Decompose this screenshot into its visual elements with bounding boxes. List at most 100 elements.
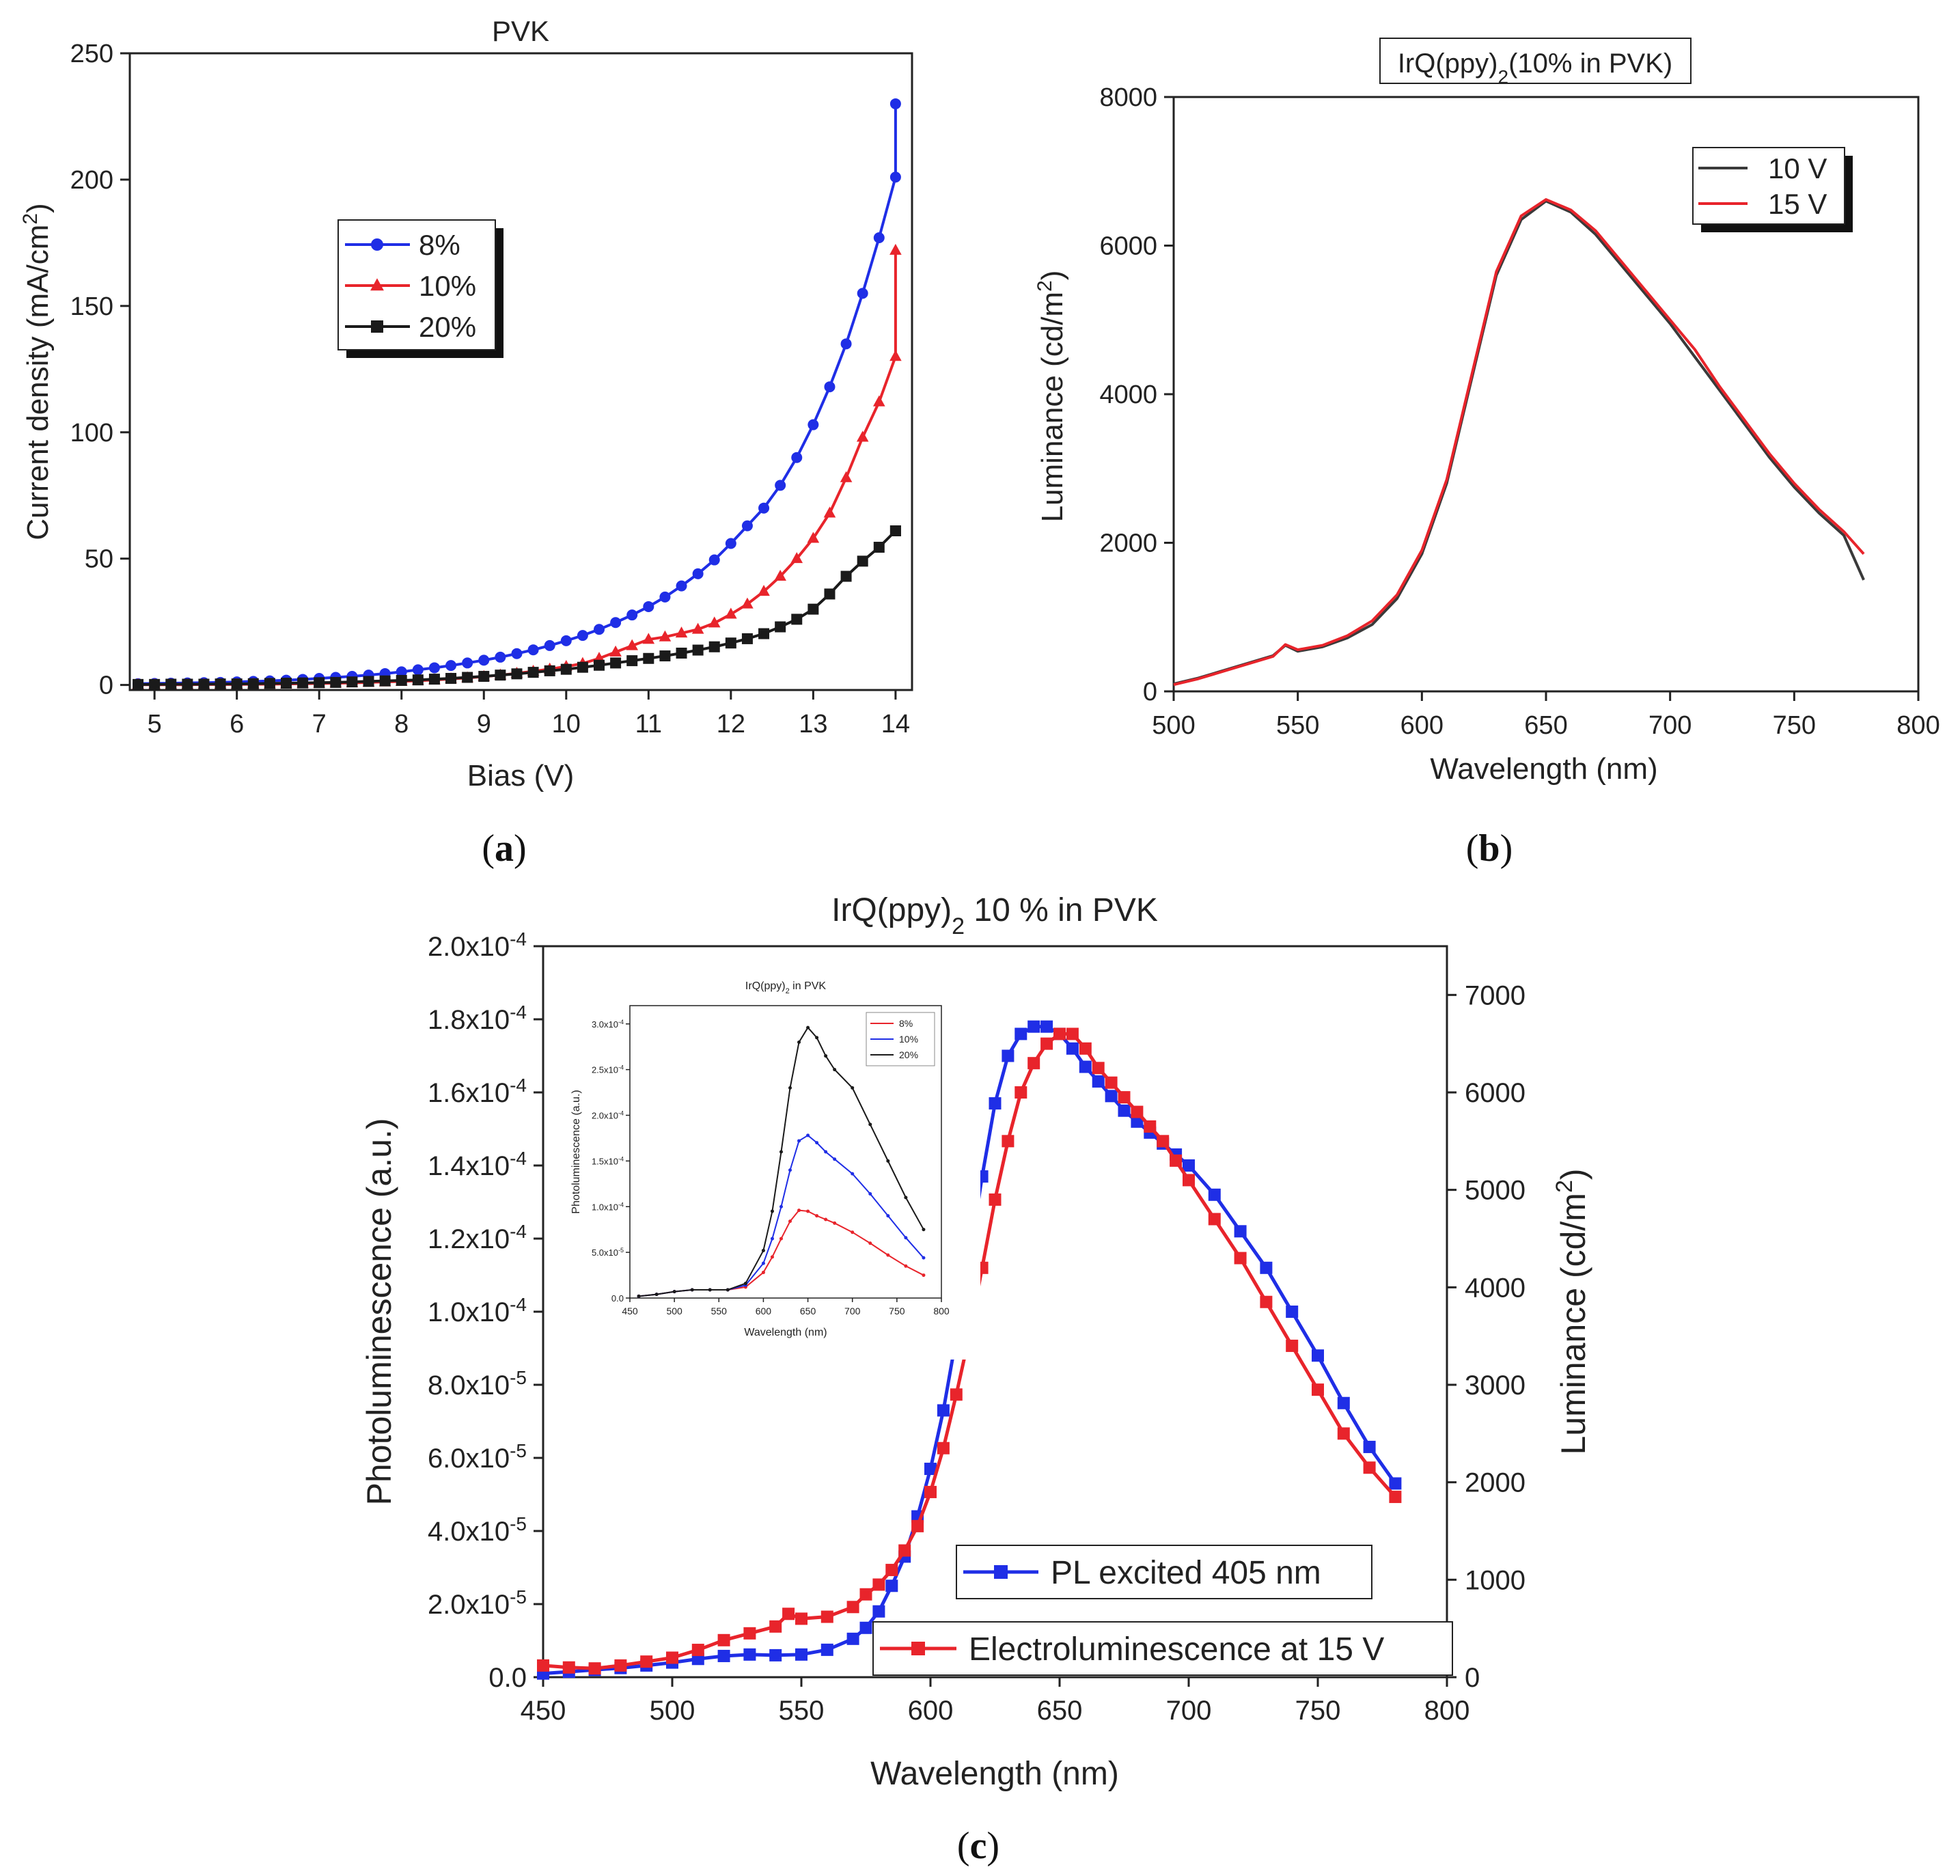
panel-a-point	[790, 552, 803, 564]
panel-b-title-box	[1379, 38, 1692, 84]
panel-c-inset-x-tick-label: 650	[800, 1306, 816, 1316]
panel-c-inset-point	[779, 1150, 783, 1154]
panel-a-point	[873, 542, 885, 553]
panel-c-point	[1092, 1062, 1105, 1075]
panel-a-x-tick-label: 9	[477, 710, 491, 739]
panel-a-point	[198, 678, 210, 690]
panel-c-inset-frame	[629, 1005, 942, 1299]
panel-c-x-tick-label: 700	[1166, 1696, 1212, 1726]
panel-c-inset-y-tick-label: 0.0	[611, 1293, 624, 1303]
panel-a-title: PVK	[492, 15, 549, 47]
panel-c-point	[859, 1621, 872, 1634]
panel-c-y-tick-label: 4.0x10-5	[428, 1513, 527, 1547]
panel-a-point	[594, 624, 605, 635]
panel-b-x-tick-label: 500	[1152, 711, 1195, 740]
panel-c-inset-point	[770, 1209, 774, 1213]
panel-c-inset-x-tick-label: 550	[711, 1306, 728, 1316]
panel-c-inset-legend-label: 8%	[899, 1018, 913, 1029]
panel-a-point	[626, 639, 639, 650]
panel-a-y-tick-label: 0	[99, 672, 113, 700]
panel-c-inset-point	[788, 1168, 792, 1172]
panel-a-point	[346, 676, 358, 688]
panel-b-y-tick-label: 8000	[1099, 83, 1157, 112]
panel-c-point	[989, 1097, 1002, 1110]
panel-a-point	[840, 338, 852, 350]
panel-c-legend-marker-2	[911, 1642, 925, 1655]
panel-c-inset-x-tick-label: 750	[889, 1306, 905, 1316]
panel-b-legend-label: 15 V	[1768, 188, 1827, 220]
panel-a-point	[412, 664, 424, 676]
panel-b-series-line-2	[1173, 198, 1865, 687]
panel-c-inset-point	[833, 1221, 837, 1225]
panel-a-point	[577, 661, 588, 673]
panel-c-x-tick-label: 800	[1424, 1696, 1470, 1726]
panel-c-point	[666, 1651, 678, 1664]
panel-a-point	[412, 674, 424, 686]
panel-a-point	[643, 601, 654, 612]
panel-c-point	[1040, 1020, 1053, 1033]
panel-c-point	[924, 1485, 937, 1498]
panel-a-chart: 5 6 7 8 9 10 11 12 13 14 0 50 100 150 200 250 PVK Bias (V…	[19, 15, 913, 792]
panel-c-inset-x-tick-label: 700	[844, 1306, 861, 1316]
panel-c-inset-point	[886, 1253, 890, 1257]
panel-c-point	[1053, 1027, 1066, 1040]
panel-c-point	[1260, 1295, 1273, 1308]
panel-b-y-axis-label: Luminance (cd/m2)	[1034, 271, 1070, 523]
panel-a-point	[758, 502, 770, 514]
panel-c-y2-tick-label: 7000	[1465, 980, 1526, 1010]
panel-c-inset-x-tick-label: 600	[756, 1306, 772, 1316]
panel-c-legend-label-1: PL excited 405 nm	[1051, 1555, 1321, 1591]
panel-c-point	[717, 1649, 730, 1662]
panel-c-point	[885, 1564, 898, 1577]
panel-b-title: IrQ(ppy)2(10% in PVK)	[1398, 49, 1672, 87]
panel-a-legend-marker	[371, 238, 383, 251]
panel-c-inset-point	[637, 1294, 641, 1298]
panel-a-point	[823, 506, 836, 518]
panel-a-point	[889, 171, 901, 183]
panel-c-point	[1105, 1090, 1118, 1103]
panel-a-series-line-3	[138, 529, 897, 686]
panel-a-point	[692, 644, 704, 656]
panel-a-point	[445, 672, 457, 684]
panel-a-point	[659, 630, 672, 642]
panel-a-point	[856, 430, 869, 442]
panel-a-point	[824, 381, 836, 393]
panel-a-point	[659, 591, 671, 603]
panel-a-y-tick-label: 250	[70, 40, 113, 68]
panel-c-inset-point	[868, 1241, 872, 1245]
panel-c-point	[1260, 1261, 1273, 1274]
panel-c-point	[1092, 1075, 1105, 1088]
panel-a-point	[560, 635, 572, 646]
panel-a-point	[889, 98, 901, 109]
panel-c-point	[795, 1612, 808, 1625]
panel-c-inset-point	[904, 1196, 908, 1200]
panel-a-point	[428, 674, 440, 685]
panel-c-y2-tick-label: 6000	[1465, 1078, 1526, 1108]
panel-a-point	[281, 678, 292, 689]
panel-c-point	[1183, 1159, 1195, 1172]
panel-c-inset-point	[824, 1150, 828, 1154]
panel-a-point	[133, 678, 144, 690]
panel-a-point	[495, 670, 506, 681]
panel-c-inset-point	[806, 1209, 810, 1213]
panel-c-inset-point	[797, 1209, 801, 1213]
panel-a-point	[708, 554, 720, 566]
panel-c-x-axis-label: Wavelength (nm)	[870, 1756, 1119, 1792]
panel-c-point	[1286, 1339, 1299, 1352]
panel-c-point	[846, 1601, 859, 1614]
panel-a-point	[182, 678, 193, 690]
panel-c-y-tick-label: 6.0x10-5	[428, 1440, 527, 1474]
panel-c-inset-point	[770, 1237, 774, 1241]
panel-a-point	[675, 626, 688, 638]
panel-a-point	[791, 613, 803, 625]
panel-a-point	[676, 648, 687, 659]
panel-c-y-tick-label: 0.0	[488, 1663, 527, 1693]
panel-b-x-tick-label: 650	[1524, 711, 1567, 740]
panel-a-legend-label: 20%	[419, 311, 476, 343]
panel-c-inset-y-tick-label: 2.5x10-4	[592, 1064, 624, 1075]
panel-a-point	[462, 672, 473, 683]
panel-a-point	[807, 532, 820, 543]
panel-c-point	[743, 1648, 756, 1661]
panel-c-point	[937, 1442, 950, 1454]
panel-c-inset-point	[708, 1288, 712, 1292]
